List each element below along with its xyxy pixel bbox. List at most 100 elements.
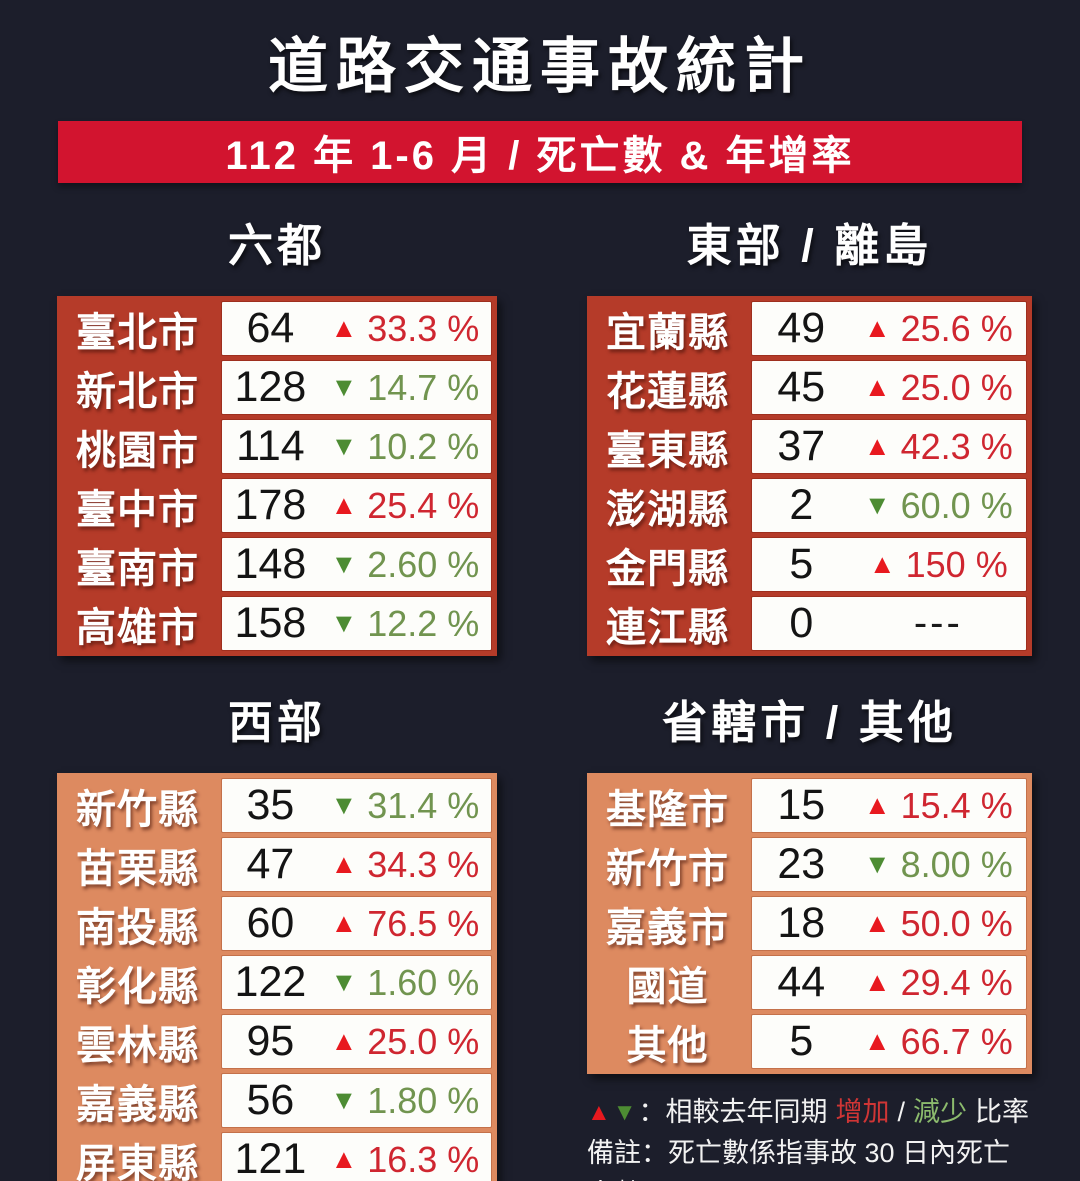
down-triangle-icon: ▼ — [330, 608, 358, 638]
death-count: 45 — [777, 363, 826, 411]
value-cell: 47 ▲ 34.3 % — [221, 837, 492, 892]
yoy-change: ▲ 42.3 % — [851, 426, 1026, 468]
death-count: 44 — [777, 958, 826, 1006]
section-title: 六都 — [227, 220, 326, 271]
up-triangle-icon: ▲ — [863, 908, 891, 938]
yoy-change: ▲ 66.7 % — [851, 1021, 1026, 1063]
up-triangle-icon: ▲ — [863, 790, 891, 820]
up-triangle-icon: ▲ — [330, 313, 358, 343]
down-triangle-icon: ▼ — [863, 490, 891, 520]
yoy-change: ▼ 12.2 % — [319, 603, 491, 645]
down-triangle-icon: ▼ — [330, 431, 358, 461]
change-rate: 66.7 % — [900, 1020, 1013, 1062]
up-triangle-icon: ▲ — [330, 1026, 358, 1056]
table-row: 臺東縣 37 ▲ 42.3 % — [587, 417, 1032, 476]
table-row: 新北市 128 ▼ 14.7 % — [57, 358, 497, 417]
table-row: 國道 44 ▲ 29.4 % — [587, 953, 1032, 1012]
region-label: 桃園市 — [76, 428, 199, 473]
table-row: 臺南市 148 ▼ 2.60 % — [57, 535, 497, 594]
period-banner-text: 112 年 1-6 月 / 死亡數 & 年增率 — [225, 134, 855, 178]
death-count: 121 — [234, 1135, 307, 1181]
section-provincial-others: 省轄市 / 其他 基隆市 15 ▲ 15.4 % 新竹市 23 ▼ 8.00 % 嘉義市 18 ▲ 5… — [587, 656, 1032, 1181]
tables-grid: 六都 臺北市 64 ▲ 33.3 % 新北市 128 ▼ 14.7 % 桃園市 114 ▼ 10.2 … — [0, 183, 1080, 1181]
yoy-change: ▲ 50.0 % — [851, 903, 1026, 945]
value-cell: 121 ▲ 16.3 % — [221, 1132, 492, 1181]
footer-note: 備註：死亡數係指事故 30 日內死亡人數 — [587, 1138, 1011, 1181]
yoy-change: ▼ 2.60 % — [319, 544, 491, 586]
yoy-change: ▼ 14.7 % — [319, 367, 491, 409]
death-count: 15 — [777, 781, 826, 829]
change-rate: 8.00 % — [900, 843, 1013, 885]
down-triangle-icon: ▼ — [330, 790, 358, 820]
down-triangle-icon: ▼ — [330, 1085, 358, 1115]
change-rate: 25.0 % — [900, 366, 1013, 408]
table-row: 花蓮縣 45 ▲ 25.0 % — [587, 358, 1032, 417]
death-count: 0 — [789, 599, 814, 647]
table-row: 澎湖縣 2 ▼ 60.0 % — [587, 476, 1032, 535]
region-label: 屏東縣 — [76, 1141, 199, 1181]
yoy-change: ▲ 25.0 % — [851, 367, 1026, 409]
down-triangle-icon: ▼ — [612, 1099, 637, 1126]
table-row: 宜蘭縣 49 ▲ 25.6 % — [587, 299, 1032, 358]
yoy-change: ▲ 34.3 % — [319, 844, 491, 886]
value-cell: 128 ▼ 14.7 % — [221, 360, 492, 415]
stats-table: 臺北市 64 ▲ 33.3 % 新北市 128 ▼ 14.7 % 桃園市 114 ▼ 10.2 % 臺中… — [57, 296, 497, 656]
value-cell: 44 ▲ 29.4 % — [751, 955, 1027, 1010]
value-cell: 60 ▲ 76.5 % — [221, 896, 492, 951]
yoy-change: ▲ 15.4 % — [851, 785, 1026, 827]
death-count: 5 — [789, 540, 814, 588]
table-row: 彰化縣 122 ▼ 1.60 % — [57, 953, 497, 1012]
value-cell: 5 ▲ 66.7 % — [751, 1014, 1027, 1069]
down-triangle-icon: ▼ — [863, 849, 891, 879]
change-rate: 10.2 % — [367, 425, 480, 467]
yoy-change: ▼ 1.80 % — [319, 1080, 491, 1122]
death-count: 122 — [234, 958, 307, 1006]
value-cell: 122 ▼ 1.60 % — [221, 955, 492, 1010]
table-row: 高雄市 158 ▼ 12.2 % — [57, 594, 497, 653]
region-label: 臺南市 — [76, 546, 199, 591]
up-triangle-icon: ▲ — [863, 372, 891, 402]
up-triangle-icon: ▲ — [863, 313, 891, 343]
section-title: 省轄市 / 其他 — [662, 697, 957, 748]
yoy-change: ▲ 16.3 % — [319, 1139, 491, 1181]
stats-table: 新竹縣 35 ▼ 31.4 % 苗栗縣 47 ▲ 34.3 % 南投縣 60 ▲ 76.5 % 彰化縣 1… — [57, 773, 497, 1181]
table-row: 嘉義縣 56 ▼ 1.80 % — [57, 1071, 497, 1130]
value-cell: 49 ▲ 25.6 % — [751, 301, 1027, 356]
section-west: 西部 新竹縣 35 ▼ 31.4 % 苗栗縣 47 ▲ 34.3 % 南投縣 60 ▲ 76.5 % 彰… — [57, 656, 497, 1181]
region-label: 臺東縣 — [606, 428, 729, 473]
value-cell: 148 ▼ 2.60 % — [221, 537, 492, 592]
value-cell: 178 ▲ 25.4 % — [221, 478, 492, 533]
change-rate: 12.2 % — [367, 602, 480, 644]
table-row: 雲林縣 95 ▲ 25.0 % — [57, 1012, 497, 1071]
legend-increase-word: 增加 — [835, 1097, 890, 1127]
value-cell: 114 ▼ 10.2 % — [221, 419, 492, 474]
death-count: 64 — [246, 304, 295, 352]
change-rate: 29.4 % — [900, 961, 1013, 1003]
yoy-change: ▼ 31.4 % — [319, 785, 491, 827]
stats-table: 基隆市 15 ▲ 15.4 % 新竹市 23 ▼ 8.00 % 嘉義市 18 ▲ 50.0 % 國道 44… — [587, 773, 1032, 1074]
value-cell: 2 ▼ 60.0 % — [751, 478, 1027, 533]
region-label: 彰化縣 — [76, 964, 199, 1009]
death-count: 60 — [246, 899, 295, 947]
table-row: 屏東縣 121 ▲ 16.3 % — [57, 1130, 497, 1181]
change-rate: 1.60 % — [367, 961, 480, 1003]
region-label: 新竹縣 — [76, 787, 199, 832]
yoy-change: ▲ 25.0 % — [319, 1021, 491, 1063]
value-cell: 0 --- — [751, 596, 1027, 651]
down-triangle-icon: ▼ — [330, 967, 358, 997]
yoy-change: ▲ 33.3 % — [319, 308, 491, 350]
legend-decrease-word: 減少 — [913, 1097, 968, 1127]
yoy-change: ▼ 60.0 % — [851, 485, 1026, 527]
death-count: 37 — [777, 422, 826, 470]
yoy-change: ▲ 76.5 % — [319, 903, 491, 945]
death-count: 128 — [234, 363, 307, 411]
up-triangle-icon: ▲ — [330, 490, 358, 520]
region-label: 苗栗縣 — [76, 846, 199, 891]
legend-separator: / — [897, 1097, 906, 1127]
table-row: 新竹縣 35 ▼ 31.4 % — [57, 776, 497, 835]
legend-suffix: 比率 — [975, 1097, 1030, 1127]
value-cell: 37 ▲ 42.3 % — [751, 419, 1027, 474]
legend-line: ▲ ▼ ：相較去年同期 增加 / 減少 比率 — [587, 1092, 1032, 1133]
region-label: 臺北市 — [76, 310, 199, 355]
